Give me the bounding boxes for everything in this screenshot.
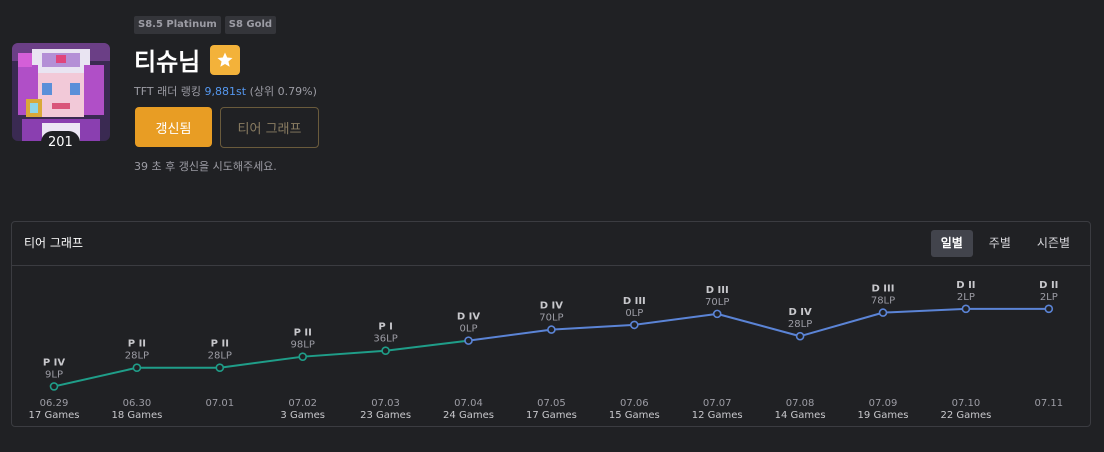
tier-label: D III [706, 285, 729, 296]
x-tick-label: 07.11 [1034, 398, 1063, 409]
data-point [298, 352, 308, 361]
data-point [132, 363, 142, 373]
series-line-segment [716, 312, 801, 338]
lp-label: 2LP [957, 292, 975, 303]
series-line-segment [53, 366, 138, 388]
lp-label: 70LP [705, 297, 729, 308]
period-tabs: 일별 주별 시즌별 [925, 230, 1080, 257]
x-tick-label: 07.05 [537, 398, 566, 409]
tier-label: D IV [788, 307, 812, 318]
x-tick-label: 06.30 [123, 398, 152, 409]
x-tick-label: 07.03 [371, 398, 400, 409]
tier-label: P II [211, 339, 229, 350]
series-line-segment [882, 307, 966, 314]
lp-label: 28LP [208, 351, 232, 362]
lp-label: 28LP [125, 351, 149, 362]
x-tick-label: 07.08 [786, 398, 815, 409]
games-count-label: 17 Games [526, 410, 577, 421]
tier-label: P II [128, 339, 146, 350]
data-point [464, 336, 473, 345]
tab-daily[interactable]: 일별 [930, 230, 973, 257]
refresh-button[interactable]: 갱신됨 [135, 107, 212, 147]
games-count-label: 19 Games [858, 410, 909, 421]
profile-avatar [12, 43, 110, 141]
summoner-name-row: 티슈님 [134, 42, 241, 77]
tier-graph-card: 티어 그래프 일별 주별 시즌별 P IV 9LP 06.29 17 Games P I… [11, 221, 1091, 427]
data-point [215, 363, 225, 373]
x-tick-label: 07.04 [454, 398, 483, 409]
tier-label: D IV [457, 312, 481, 323]
data-point [1044, 304, 1054, 314]
lp-label: 78LP [871, 296, 895, 307]
games-count-label: 17 Games [29, 410, 80, 421]
data-point [712, 309, 722, 319]
season-badge: S8 Gold [224, 16, 277, 34]
series-line-segment [219, 355, 303, 369]
favorite-button[interactable] [210, 44, 241, 75]
games-count-label: 3 Games [280, 410, 325, 421]
games-count-label: 12 Games [692, 410, 743, 421]
lp-label: 70LP [539, 313, 563, 324]
x-tick-label: 07.01 [205, 398, 234, 409]
tier-label: P I [378, 322, 393, 333]
games-count-label: 18 Games [111, 410, 162, 421]
x-tick-label: 07.09 [869, 398, 898, 409]
past-season-badges: S8.5 Platinum S8 Gold [134, 16, 277, 34]
lp-label: 0LP [625, 308, 643, 319]
lp-label: 9LP [45, 369, 63, 380]
avatar-image [12, 43, 110, 141]
season-badge: S8.5 Platinum [134, 16, 221, 34]
x-tick-label: 07.06 [620, 398, 649, 409]
tier-graph-header: 티어 그래프 일별 주별 시즌별 [12, 222, 1090, 266]
games-count-label: 14 Games [775, 410, 826, 421]
lp-label: 0LP [460, 324, 478, 335]
games-count-label: 23 Games [360, 410, 411, 421]
series-line-segment [385, 339, 469, 352]
lp-label: 98LP [291, 340, 315, 351]
rank-value-link[interactable]: 9,881st [204, 85, 247, 98]
data-point [961, 304, 971, 314]
rank-prefix: TFT 래더 랭킹 [134, 85, 205, 98]
games-count-label: 15 Games [609, 410, 660, 421]
tier-graph-button[interactable]: 티어 그래프 [220, 107, 319, 148]
series-line-segment [634, 312, 718, 326]
data-point [547, 325, 556, 334]
series-line-segment [551, 323, 635, 331]
tier-label: D II [1039, 280, 1058, 291]
tier-label: D III [872, 284, 895, 295]
star-icon [217, 52, 233, 67]
tier-label: D III [623, 296, 646, 307]
data-point [795, 331, 805, 341]
data-point [629, 320, 639, 330]
x-tick-label: 06.29 [40, 398, 69, 409]
games-count-label: 24 Games [443, 410, 494, 421]
lp-label: 36LP [373, 334, 397, 345]
x-tick-label: 07.07 [703, 398, 732, 409]
data-point [878, 308, 888, 317]
series-line-segment [799, 311, 884, 338]
tier-label: D IV [540, 301, 564, 312]
series-line-segment [302, 349, 386, 358]
tab-weekly[interactable]: 주별 [988, 236, 1011, 250]
summoner-name: 티슈님 [134, 48, 201, 76]
games-count-label: 22 Games [940, 410, 991, 421]
lp-label: 2LP [1040, 292, 1058, 303]
rank-suffix: (상위 0.79%) [246, 85, 317, 98]
tab-season[interactable]: 시즌별 [1036, 236, 1070, 250]
tier-label: D II [956, 280, 975, 291]
tier-label: P IV [43, 357, 66, 368]
data-point [49, 382, 59, 391]
x-tick-label: 07.10 [952, 398, 981, 409]
series-line-segment [468, 328, 552, 342]
tier-graph-title: 티어 그래프 [24, 236, 84, 250]
data-point [381, 346, 390, 356]
retry-notice: 39 초 후 갱신을 시도해주세요. [134, 160, 277, 173]
level-badge: 201 [41, 131, 80, 154]
ladder-rank: TFT 래더 랭킹 9,881st (상위 0.79%) [134, 83, 317, 99]
x-tick-label: 07.02 [288, 398, 317, 409]
tier-label: P II [294, 328, 312, 339]
lp-label: 28LP [788, 319, 812, 330]
